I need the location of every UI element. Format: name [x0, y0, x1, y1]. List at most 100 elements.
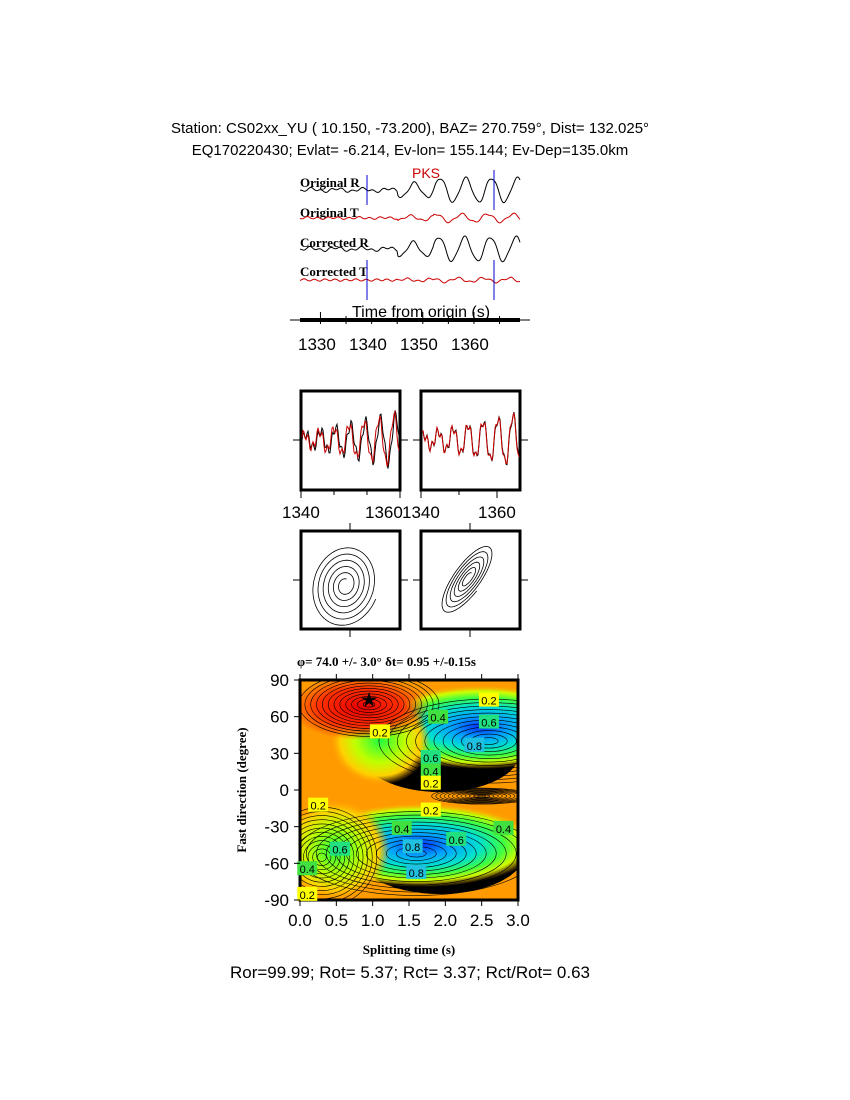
waveform-slow: [301, 409, 400, 467]
particle-motion-original: [299, 529, 402, 631]
contour-line: [431, 787, 518, 805]
contour-label-box: [402, 839, 423, 854]
contour-line: [415, 712, 518, 770]
contour-label: 0.2: [481, 696, 496, 708]
contour-line: [473, 794, 491, 798]
contour-line: [448, 790, 516, 802]
contour-label: 0.6: [449, 835, 464, 847]
x-tick-label: 3.0: [506, 911, 530, 930]
contour-line: [300, 823, 359, 891]
contour-ylabel: Fast direction (degree): [234, 727, 249, 852]
trace-xlabel: Time from origin (s): [352, 304, 490, 321]
best-fit-star-icon: ★: [360, 690, 378, 712]
particle-motion-corrected: [419, 529, 522, 631]
contour-label: 0.4: [423, 766, 438, 778]
trace-corrected-r: [299, 235, 521, 263]
contour-label-box: [446, 831, 467, 846]
contour-line: [316, 852, 327, 862]
contour-line: [357, 698, 382, 711]
y-tick-label: -60: [264, 854, 289, 873]
contour-label: 0.6: [481, 718, 496, 730]
trace-corrected-t: [299, 276, 521, 284]
contour-label-box: [406, 864, 427, 879]
contour-label-box: [478, 714, 499, 729]
contour-line: [307, 844, 336, 871]
trace-tick-1350: 1350: [400, 335, 438, 354]
contour-line: [362, 701, 376, 708]
contour-line: [315, 818, 517, 889]
x-tick-label: 1.5: [397, 911, 421, 930]
contour-label-box: [420, 775, 441, 790]
contour-label-box: [478, 692, 499, 707]
x-tick-label: 2.0: [434, 911, 458, 930]
contour-label: 0.4: [300, 864, 315, 876]
contour-line: [461, 730, 517, 752]
contour-line: [406, 709, 518, 773]
contour-label-box: [493, 820, 514, 835]
contour-line: [460, 792, 503, 800]
contour-label: 0.4: [496, 824, 511, 836]
y-tick-label: -90: [264, 891, 289, 910]
event-info: EQ170220430; Evlat= -6.214, Ev-lon= 155.…: [191, 142, 629, 159]
trace-original-r: [299, 176, 521, 204]
contour-label: 0.2: [372, 727, 387, 739]
contour-label: 0.8: [467, 741, 482, 753]
contour-line: [439, 789, 518, 804]
contour-label-box: [428, 709, 449, 724]
y-tick-label: 90: [270, 671, 289, 690]
trace-label-original-t: Original T: [300, 205, 359, 220]
contour-label-box: [391, 820, 412, 835]
waveform-tick-1360-right: 1360: [478, 503, 516, 522]
contour-label-box: [308, 797, 329, 812]
y-tick-label: -30: [264, 818, 289, 837]
contour-line: [351, 696, 387, 713]
contour-label-box: [420, 763, 441, 778]
contour-line: [300, 831, 350, 883]
contour-line: [327, 685, 411, 724]
contour-line: [300, 680, 440, 737]
contour-line: [443, 789, 518, 803]
contour-line: [305, 814, 518, 893]
contour-line: [300, 819, 364, 896]
contour-line: [452, 791, 512, 802]
waveform-fast: [301, 410, 400, 469]
x-tick-label: 1.0: [361, 911, 385, 930]
trace-label-original-r: Original R: [300, 175, 360, 190]
contour-line: [345, 693, 393, 716]
contour-label-box: [297, 886, 318, 901]
contour-label-box: [464, 737, 485, 752]
contour-label: 0.8: [409, 868, 424, 880]
contour-label-box: [420, 802, 441, 817]
contour-label-box: [420, 750, 441, 764]
contour-line: [304, 680, 434, 735]
station-info: Station: CS02xx_YU ( 10.150, -73.200), B…: [170, 120, 650, 137]
waveform-tick-1340-left: 1340: [282, 503, 320, 522]
trace-label-corrected-r: Corrected R: [300, 235, 369, 250]
quality-metrics: Ror=99.99; Rot= 5.37; Rct= 3.37; Rct/Rot…: [229, 963, 591, 982]
contour-xlabel: Splitting time (s): [363, 942, 455, 957]
trace-tick-1360: 1360: [451, 335, 489, 354]
contour-label-box: [329, 841, 350, 856]
x-tick-label: 0.5: [325, 911, 349, 930]
x-tick-label: 0.0: [288, 911, 312, 930]
contour-line: [300, 811, 518, 896]
trace-tick-1330: 1330: [298, 335, 336, 354]
contour-label-box: [369, 724, 390, 739]
trace-original-t: [299, 212, 521, 224]
waveform-panels: 1340 1360 1340 1360: [282, 389, 528, 637]
contour-line: [300, 827, 355, 887]
contour-line: [464, 793, 499, 800]
contour-line: [339, 690, 399, 719]
contour-panel: φ= 74.0 +/- 3.0° δt= 0.95 +/-0.15s 0.20.…: [234, 654, 530, 957]
contour-line: [303, 840, 341, 875]
contour-label: 0.4: [394, 824, 409, 836]
contour-line: [333, 688, 405, 721]
contour-line: [322, 682, 417, 727]
contour-line: [325, 821, 507, 886]
y-tick-label: 60: [270, 708, 289, 727]
contour-line: [456, 791, 507, 801]
waveform-tick-1340-right: 1340: [402, 503, 440, 522]
x-tick-label: 2.5: [470, 911, 494, 930]
phase-label: PKS: [412, 165, 440, 181]
